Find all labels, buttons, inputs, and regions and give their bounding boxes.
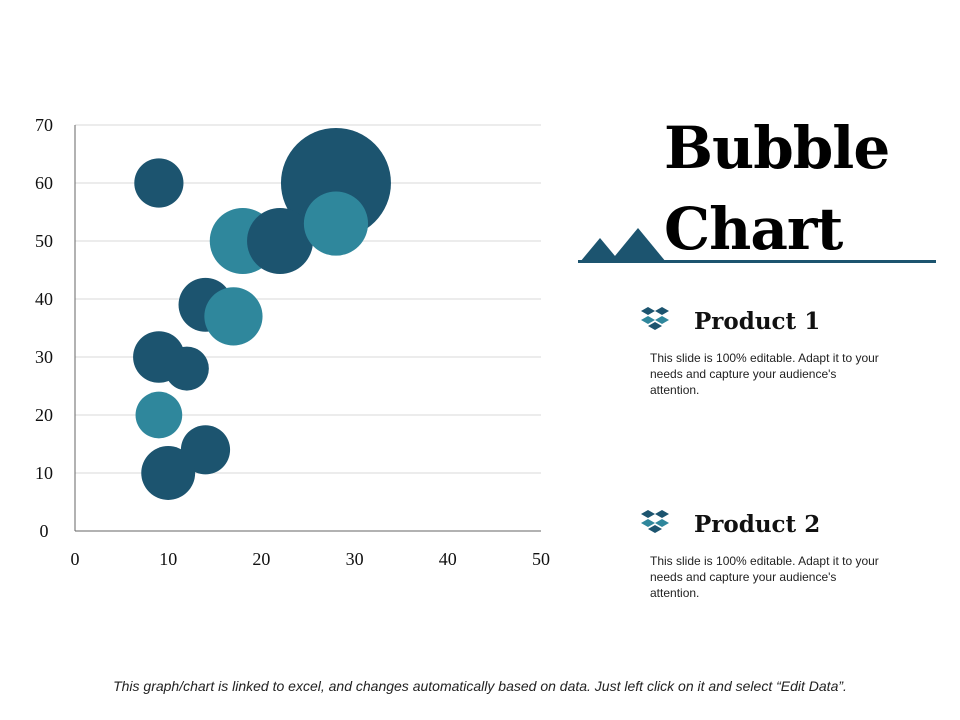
mountain-icon xyxy=(580,228,666,262)
bubble-product-1 xyxy=(141,446,196,500)
x-tick-label: 30 xyxy=(346,549,364,569)
bubble-product-1 xyxy=(247,208,314,274)
bubble-product-2 xyxy=(135,391,183,439)
x-tick-label: 0 xyxy=(71,549,80,569)
axes xyxy=(74,125,541,532)
y-tick-label: 70 xyxy=(35,115,53,135)
y-tick-label: 50 xyxy=(35,231,53,251)
legend-item-product-1: Product 1 This slide is 100% editable. A… xyxy=(640,306,900,398)
y-tick-label: 40 xyxy=(35,289,53,309)
legend-description: This slide is 100% editable. Adapt it to… xyxy=(650,351,879,397)
tick-labels: 0 10 20 30 40 50 60 70 0 10 20 30 40 50 xyxy=(35,115,550,569)
bubble-product-1 xyxy=(134,158,184,208)
bubble-chart: 0 10 20 30 40 50 60 70 0 10 20 30 40 50 xyxy=(35,115,550,569)
y-tick-label: 10 xyxy=(35,463,53,483)
title-underline xyxy=(578,260,936,263)
chart-title: Bubble Chart xyxy=(664,108,890,270)
dropbox-icon xyxy=(641,510,669,533)
y-tick-label: 0 xyxy=(40,521,49,541)
legend-description: This slide is 100% editable. Adapt it to… xyxy=(650,554,879,600)
dropbox-icon xyxy=(641,307,669,330)
x-tick-label: 40 xyxy=(439,549,457,569)
y-tick-label: 60 xyxy=(35,173,53,193)
x-tick-label: 20 xyxy=(252,549,270,569)
title-line-1: Bubble xyxy=(664,114,890,182)
title-line-2: Chart xyxy=(664,195,843,264)
legend-label: Product 1 xyxy=(694,307,821,335)
x-tick-label: 50 xyxy=(532,549,550,569)
legend-label: Product 2 xyxy=(694,510,821,538)
y-tick-label: 30 xyxy=(35,347,53,367)
legend-item-product-2: Product 2 This slide is 100% editable. A… xyxy=(640,509,900,601)
x-tick-label: 10 xyxy=(159,549,177,569)
bubble-product-1 xyxy=(164,346,209,391)
bubble-product-2 xyxy=(303,191,369,256)
y-tick-label: 20 xyxy=(35,405,53,425)
bubble-product-2 xyxy=(204,287,263,346)
bubble-product-1 xyxy=(180,425,231,475)
bubbles xyxy=(133,128,391,500)
footer-note: This graph/chart is linked to excel, and… xyxy=(113,678,847,694)
